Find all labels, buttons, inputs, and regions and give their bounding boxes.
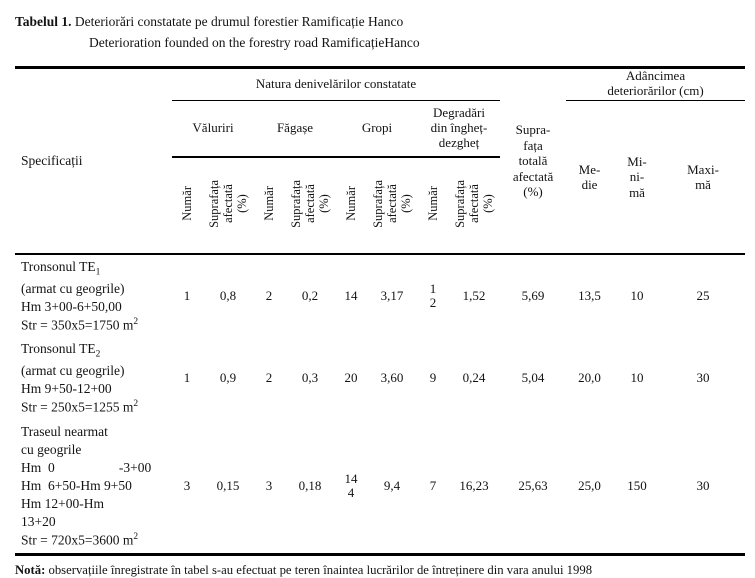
cell-gropi-numar: 14 — [344, 288, 358, 304]
cell-minima: 10 — [630, 370, 644, 386]
col-header-natura-denivelarilor: Natura denivelărilor constatate — [172, 67, 501, 101]
col-header-gropi-suprafata: Suprafața afectată (%) — [366, 157, 418, 256]
col-header-gropi-numar: Număr — [336, 157, 366, 256]
header-row-1: Specificații Natura denivelărilor consta… — [15, 67, 746, 256]
col-header-fagase: Făgașe — [254, 100, 336, 159]
cell-valuriri-suprafata: 0,15 — [216, 477, 240, 493]
footnote-label: Notă: — [15, 562, 46, 577]
col-header-suprafata-totala: Supra- fața totală afectată (%) — [500, 67, 567, 256]
table-row: Traseul nearmat cu geogrile Hm 0 -3+00 H… — [15, 420, 745, 555]
col-header-fagase-numar: Număr — [254, 157, 284, 256]
cell-valuriri-numar: 1 — [183, 370, 191, 386]
col-header-minima: Mi- ni- mă — [613, 100, 662, 256]
col-header-valuriri-numar: Număr — [172, 157, 202, 256]
cell-maxima: 25 — [696, 288, 710, 304]
cell-valuriri-numar: 3 — [183, 477, 191, 493]
cell-fagase-numar: 2 — [265, 370, 273, 386]
table-header: Specificații Natura denivelărilor consta… — [15, 67, 746, 256]
cell-degradari-numar: 1 2 — [429, 281, 437, 311]
cell-maxima: 30 — [696, 477, 710, 493]
col-header-adancimea: Adâncimea deteriorărilor (cm) — [566, 67, 746, 101]
cell-fagase-numar: 2 — [265, 288, 273, 304]
table-row: Tronsonul TE2 (armat cu geogrile) Hm 9+5… — [15, 337, 745, 419]
footnote: Notă: observațiile înregistrate în tabel… — [15, 563, 743, 578]
cell-maxima: 30 — [696, 370, 710, 386]
footnote-text: observațiile înregistrate în tabel s-au … — [48, 562, 593, 577]
row-specification: Tronsonul TE1 (armat cu geogrile) Hm 3+0… — [21, 259, 139, 333]
cell-degradari-suprafata: 16,23 — [459, 477, 489, 493]
cell-degradari-suprafata: 0,24 — [462, 370, 486, 386]
col-header-valuriri: Văluriri — [172, 100, 254, 159]
cell-degradari-numar: 7 — [429, 477, 437, 493]
deterioration-table: Specificații Natura denivelărilor consta… — [15, 65, 746, 556]
cell-suprafata-totala-afectata: 5,04 — [521, 370, 545, 386]
cell-suprafata-totala-afectata: 25,63 — [518, 477, 548, 493]
caption-table-number: Tabelul 1. — [15, 14, 72, 29]
cell-minima: 150 — [627, 477, 647, 493]
caption-line-ro: Tabelul 1. Deteriorări constatate pe dru… — [15, 12, 743, 33]
col-header-gropi: Gropi — [336, 100, 418, 159]
cell-medie: 25,0 — [578, 477, 601, 493]
cell-valuriri-suprafata: 0,9 — [219, 370, 237, 386]
cell-valuriri-numar: 1 — [183, 288, 191, 304]
cell-gropi-suprafata: 9,4 — [383, 477, 401, 493]
cell-valuriri-suprafata: 0,8 — [219, 288, 237, 304]
cell-fagase-suprafata: 0,18 — [298, 477, 322, 493]
col-header-valuriri-suprafata: Suprafața afectată (%) — [202, 157, 254, 256]
col-header-specificatii: Specificații — [15, 67, 172, 256]
cell-fagase-suprafata: 0,2 — [301, 288, 319, 304]
table-caption: Tabelul 1. Deteriorări constatate pe dru… — [15, 12, 743, 54]
table-body: Tronsonul TE1 (armat cu geogrile) Hm 3+0… — [15, 254, 745, 554]
cell-gropi-numar: 14 4 — [344, 470, 358, 501]
cell-gropi-suprafata: 3,60 — [380, 370, 404, 386]
cell-medie: 20,0 — [578, 370, 601, 386]
header-row-3: Număr Suprafața afectată (%) Număr Supra… — [15, 157, 745, 256]
caption-title-ro: Deteriorări constatate pe drumul foresti… — [74, 14, 404, 29]
col-header-degradari: Degradări din îngheț- dezgheț — [418, 100, 501, 159]
cell-gropi-numar: 20 — [344, 370, 358, 386]
col-header-fagase-suprafata: Suprafața afectată (%) — [284, 157, 336, 256]
caption-title-en: Deterioration founded on the forestry ro… — [89, 34, 420, 50]
col-header-degradari-suprafata: Suprafața afectată (%) — [448, 157, 501, 256]
col-header-degradari-numar: Număr — [418, 157, 448, 256]
cell-minima: 10 — [630, 288, 644, 304]
col-header-maxima: Maxi- mă — [661, 100, 746, 256]
row-specification: Traseul nearmat cu geogrile Hm 0 -3+00 H… — [21, 423, 152, 548]
cell-fagase-suprafata: 0,3 — [301, 370, 319, 386]
col-header-medie: Me- die — [566, 100, 614, 256]
cell-fagase-numar: 3 — [265, 477, 273, 493]
cell-degradari-numar: 9 — [429, 370, 437, 386]
header-row-2: Văluriri Făgașe Gropi Degradări din îngh… — [15, 100, 746, 256]
cell-medie: 13,5 — [578, 288, 601, 304]
cell-suprafata-totala-afectata: 5,69 — [521, 288, 545, 304]
table-row: Tronsonul TE1 (armat cu geogrile) Hm 3+0… — [15, 254, 745, 337]
row-specification: Tronsonul TE2 (armat cu geogrile) Hm 9+5… — [21, 341, 139, 415]
cell-degradari-suprafata: 1,52 — [462, 288, 486, 304]
cell-gropi-suprafata: 3,17 — [380, 288, 404, 304]
